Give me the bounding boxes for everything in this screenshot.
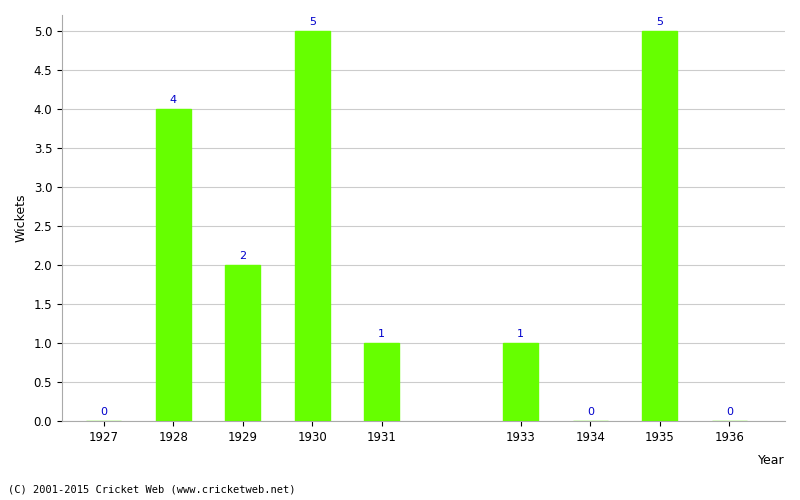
Bar [226, 265, 260, 421]
Text: 1: 1 [518, 329, 524, 339]
Bar [295, 30, 330, 421]
Bar [364, 343, 399, 421]
Text: 5: 5 [309, 16, 316, 26]
Text: 1: 1 [378, 329, 386, 339]
Text: (C) 2001-2015 Cricket Web (www.cricketweb.net): (C) 2001-2015 Cricket Web (www.cricketwe… [8, 485, 295, 495]
Bar [156, 108, 190, 421]
Text: 2: 2 [239, 251, 246, 261]
Bar [503, 343, 538, 421]
Bar [642, 30, 678, 421]
Y-axis label: Wickets: Wickets [15, 194, 28, 242]
Text: 0: 0 [726, 408, 733, 418]
Text: 0: 0 [587, 408, 594, 418]
Text: 0: 0 [100, 408, 107, 418]
Text: 5: 5 [656, 16, 663, 26]
Text: Year: Year [758, 454, 785, 466]
Text: 4: 4 [170, 95, 177, 105]
